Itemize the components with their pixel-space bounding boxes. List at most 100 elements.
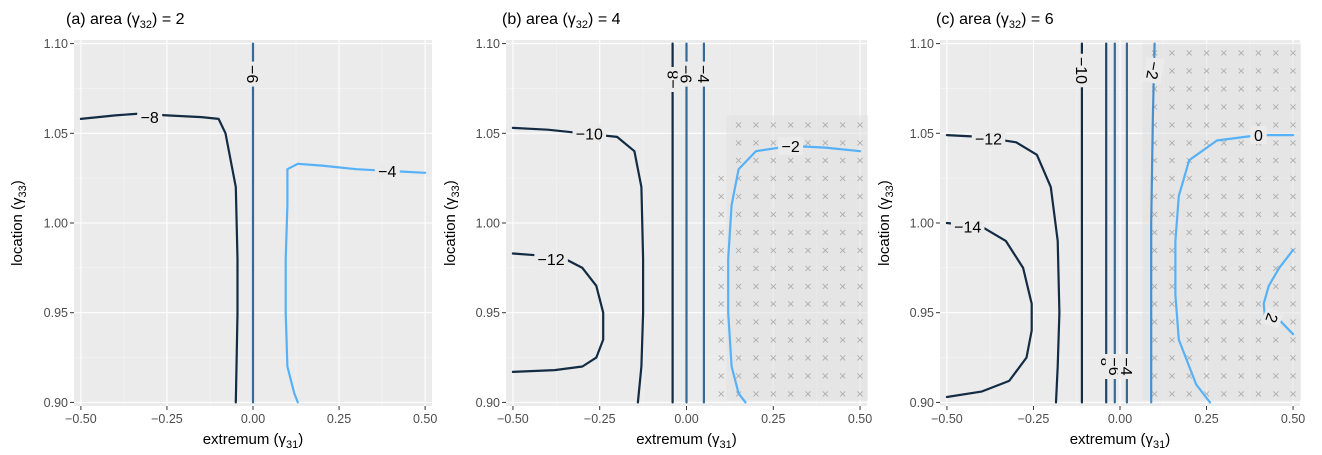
contour-label-group: −10 [572,124,607,143]
contour-line-0 [1174,134,1295,404]
hatch-mark: × [1289,389,1297,400]
hatch-mark: × [1220,174,1228,185]
y-tick-label: 1.00 [476,217,500,231]
hatch-mark: × [839,281,847,292]
hatch-mark: × [752,156,760,167]
hatch-mark: × [752,389,760,400]
hatch-mark: × [1168,66,1176,77]
hatch-mark: × [1220,210,1228,221]
hatch-mark: × [1185,84,1193,95]
hatch-mark: × [734,263,742,274]
x-tick-label: 0.25 [761,412,785,426]
hatch-mark: × [1237,335,1245,346]
hatch-mark: × [804,245,812,256]
hatch-mark: × [1237,371,1245,382]
hatch-mark: × [1150,227,1158,238]
y-tick-label: 1.10 [44,37,68,51]
hatch-mark: × [717,227,725,238]
hatch-mark: × [1272,335,1280,346]
hatch-mark: × [734,317,742,328]
hatch-mark: × [1150,84,1158,95]
hatch-mark: × [1168,48,1176,59]
hatch-mark: × [769,120,777,131]
contour-label-bg [1072,53,1091,88]
contour-label-bg [971,129,1006,148]
hatch-mark: × [856,263,864,274]
x-tick-label: −0.25 [1018,412,1050,426]
hatch-mark: × [1202,281,1210,292]
hatch-mark: × [717,210,725,221]
hatch-mark: × [1202,174,1210,185]
y-tick-label: 1.10 [476,37,500,51]
hatched-region-shade [1142,43,1302,401]
hatch-mark: × [1289,227,1297,238]
hatch-mark: × [804,299,812,310]
hatch-mark: × [1150,299,1158,310]
hatch-mark: × [769,263,777,274]
hatch-mark: × [786,156,794,167]
hatch-mark: × [1237,192,1245,203]
hatch-mark: × [1289,66,1297,77]
x-tick-label: 0.00 [674,412,698,426]
hatch-mark: × [1185,317,1193,328]
contour-label-group: −6 [243,61,262,87]
hatch-mark: × [734,371,742,382]
hatch-mark: × [1272,156,1280,167]
hatch-mark: × [1185,174,1193,185]
hatch-mark: × [821,299,829,310]
hatch-mark: × [1272,245,1280,256]
hatch-mark: × [1150,210,1158,221]
hatch-mark: × [1237,102,1245,113]
hatch-mark: × [804,353,812,364]
hatch-mark: × [1254,102,1262,113]
hatch-mark: × [1254,174,1262,185]
hatch-mark: × [1185,227,1193,238]
contour-layer [79,42,427,404]
panel-b: × × × × × × × × × × × × × × × × × × × × × × × × × × × × × × × × × × × × × × × ×… [442,11,872,451]
hatch-mark: × [1254,66,1262,77]
hatch-mark: × [1150,317,1158,328]
hatch-mark: × [856,389,864,400]
hatch-mark: × [1150,353,1158,364]
hatch-mark: × [821,156,829,167]
hatch-mark: × [1202,192,1210,203]
hatch-mark: × [1272,371,1280,382]
hatch-mark: × [1272,192,1280,203]
hatch-mark: × [1202,120,1210,131]
hatch-mark: × [1289,371,1297,382]
hatch-mark: × [1220,389,1228,400]
hatch-mark: × [1185,48,1193,59]
hatch-mark: × [839,174,847,185]
hatch-mark: × [1254,335,1262,346]
hatch-mark: × [734,227,742,238]
hatch-mark: × [1202,371,1210,382]
hatch-mark: × [839,138,847,149]
hatch-mark: × [1168,102,1176,113]
hatch-mark: × [769,317,777,328]
contour-label-group: −12 [971,129,1006,149]
contour-label: −10 [1072,57,1089,84]
contour-label: −10 [576,126,603,143]
hatch-mark: × [1168,156,1176,167]
hatch-mark: × [856,192,864,203]
hatch-mark: × [856,227,864,238]
hatch-mark: × [1289,102,1297,113]
hatch-mark: × [1150,335,1158,346]
hatch-mark: × [786,192,794,203]
y-axis-label: location (γ33) [442,180,462,266]
x-axis-label: extremum (γ31) [636,431,737,451]
panel-title: (b) area (γ32) = 4 [502,11,621,31]
hatch-mark: × [856,120,864,131]
hatch-mark: × [1254,263,1262,274]
hatch-mark: × [1254,353,1262,364]
hatch-mark: × [769,299,777,310]
hatch-mark: × [1168,353,1176,364]
hatch-mark: × [839,227,847,238]
hatch-mark: × [1185,245,1193,256]
hatch-mark: × [1185,210,1193,221]
contour-label-bg [137,108,163,127]
hatch-mark: × [1202,353,1210,364]
hatch-mark: × [1168,192,1176,203]
hatch-mark: × [1237,227,1245,238]
contour-label-bg [663,67,682,92]
